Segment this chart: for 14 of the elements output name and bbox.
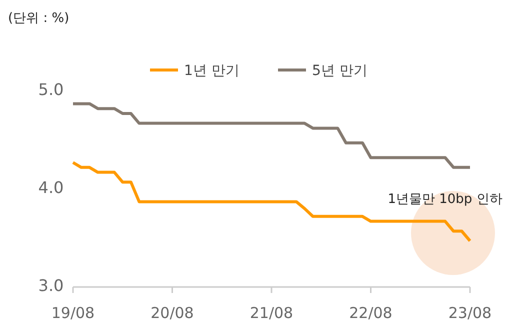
legend-label: 1년 만기 (184, 63, 240, 79)
x-tick-label: 23/08 (448, 304, 492, 322)
y-tick-label: 5.0 (38, 80, 64, 99)
line-series (72, 161, 472, 242)
x-tick-label: 19/08 (51, 304, 95, 322)
line-series (72, 102, 472, 169)
y-tick-label: 3.0 (38, 276, 64, 295)
x-tick-label: 20/08 (150, 304, 194, 322)
y-tick-label: 4.0 (38, 178, 64, 197)
legend-label: 5년 만기 (312, 63, 368, 79)
annotation: 1년물만 10bp 인하 (388, 192, 502, 207)
x-tick-label: 21/08 (250, 304, 294, 322)
x-tick-label: 22/08 (349, 304, 392, 322)
y-axis-title: (단위 : %) (8, 11, 70, 26)
